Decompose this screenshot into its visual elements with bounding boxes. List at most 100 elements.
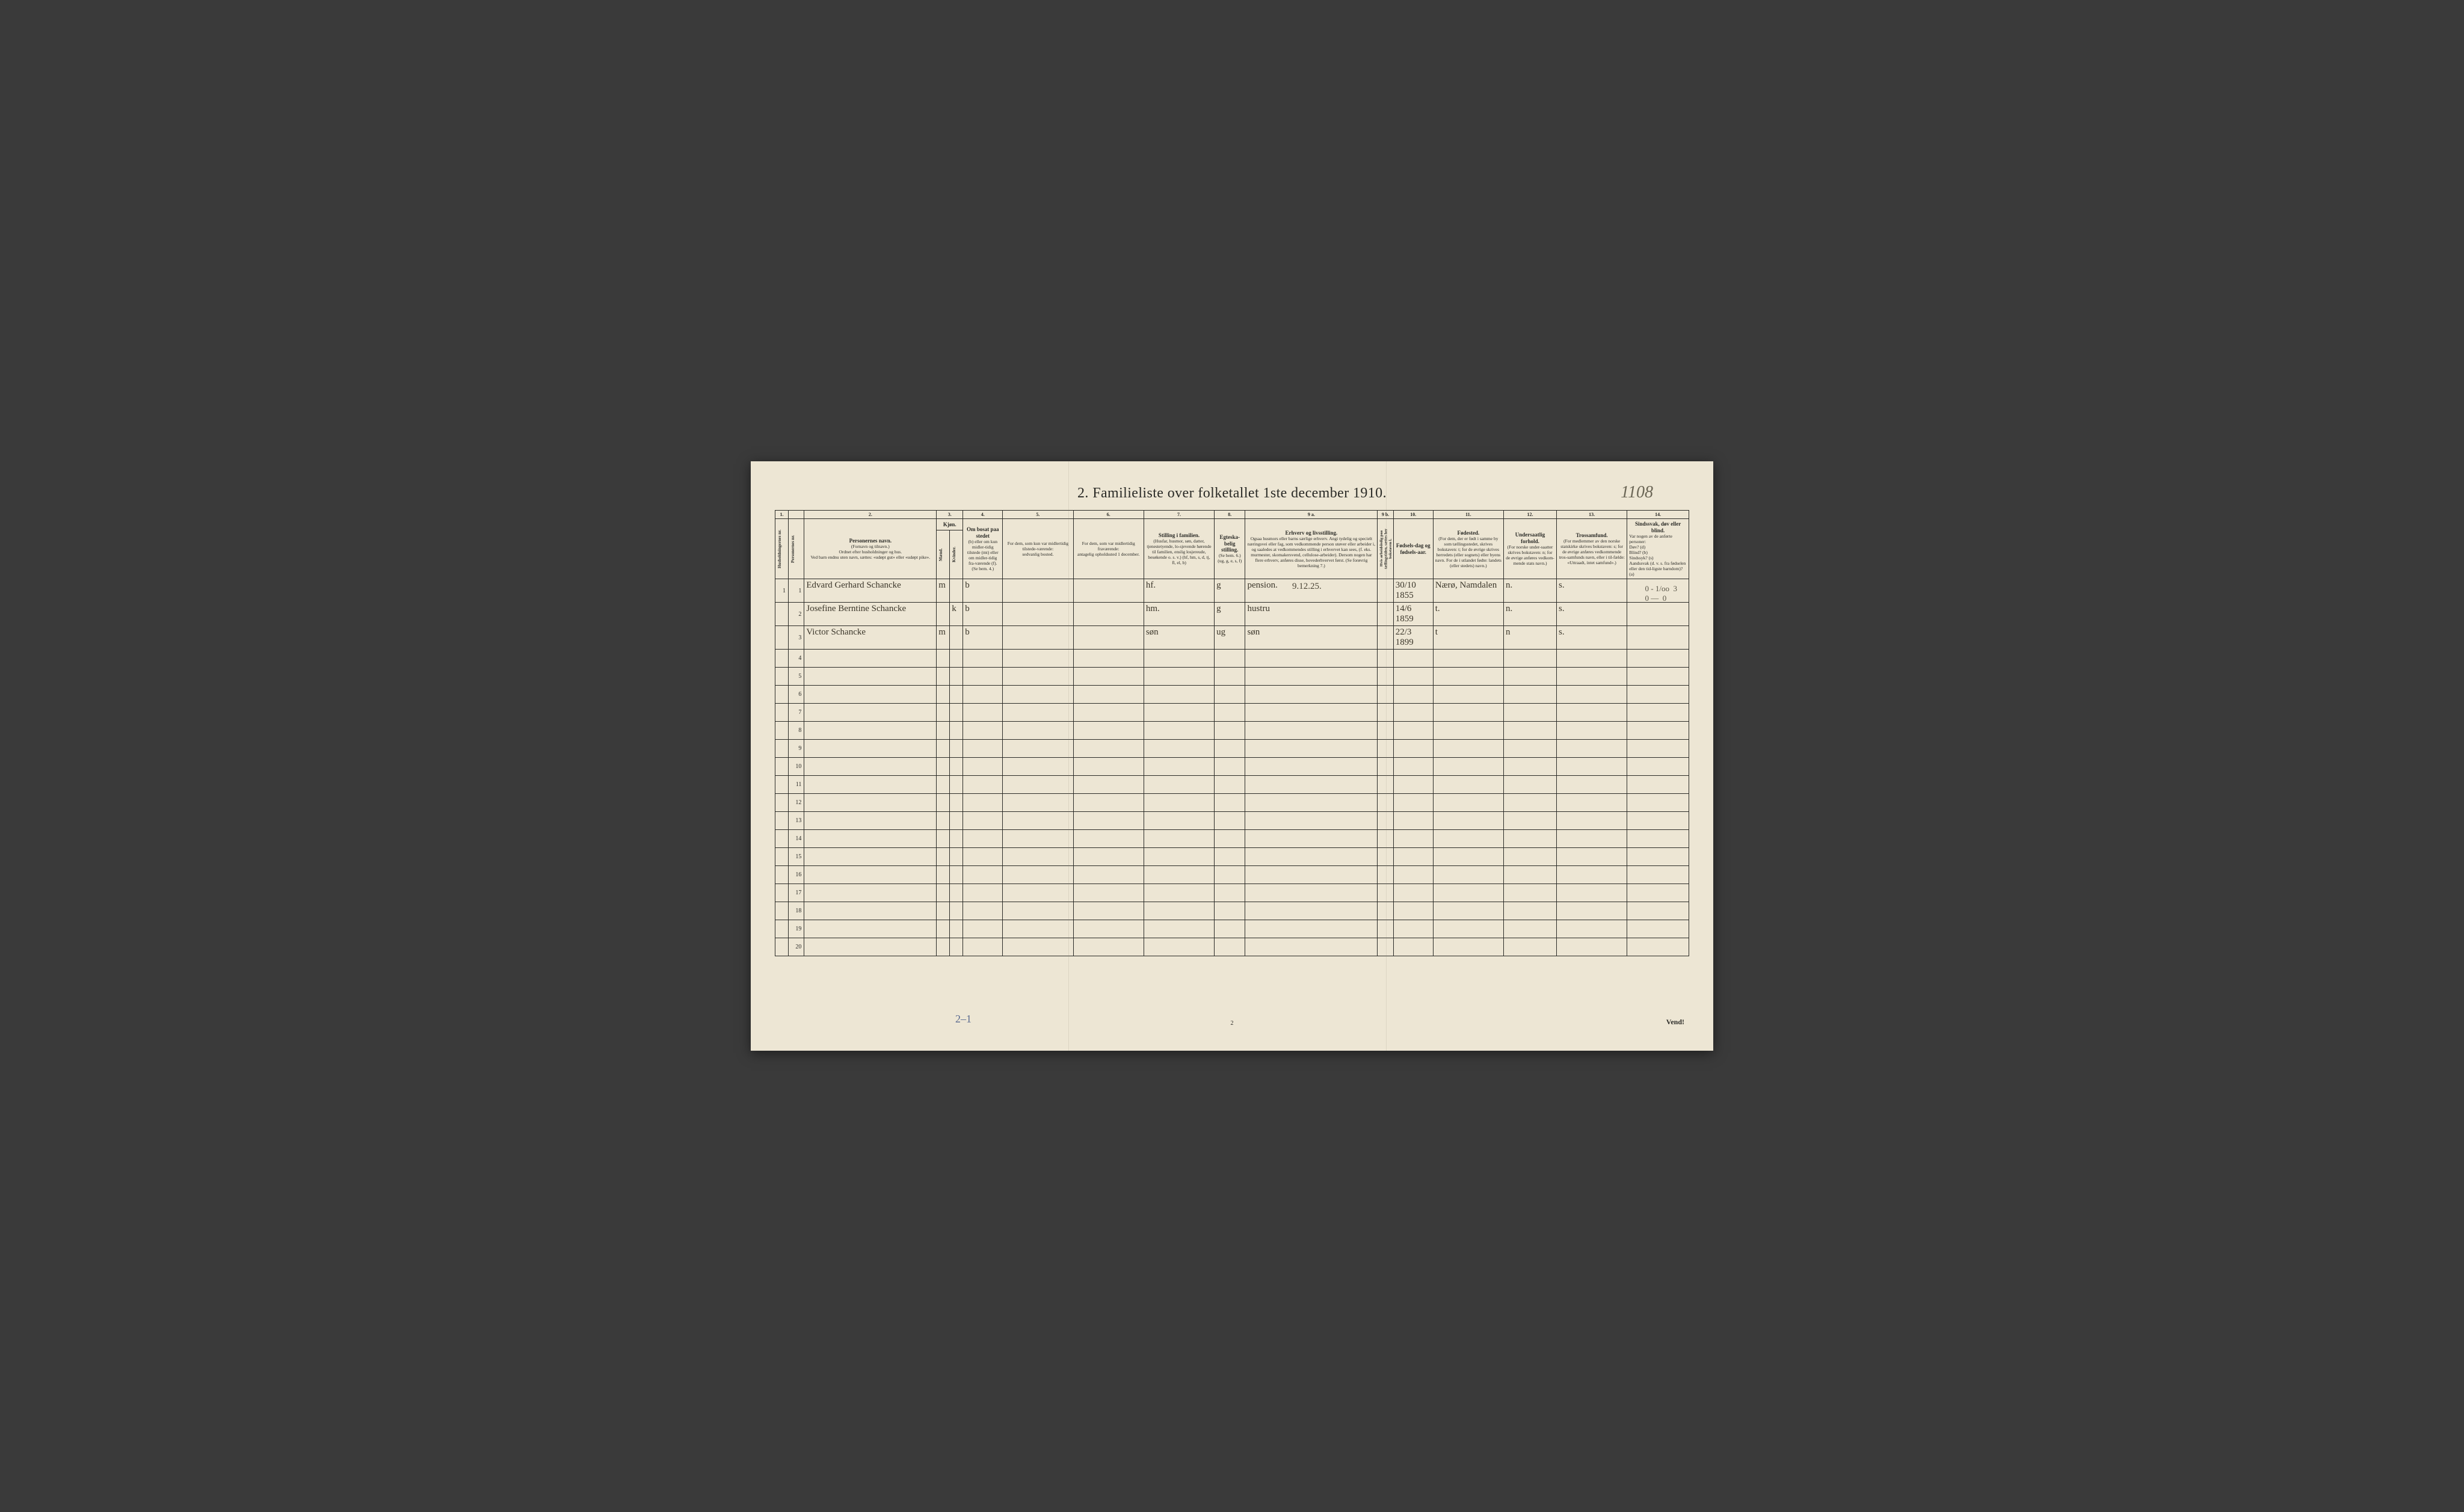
empty-cell (950, 722, 963, 740)
footer-annotation: 2–1 (955, 1013, 972, 1025)
name-cell: Edvard Gerhard Schancke (804, 579, 937, 603)
empty-cell (1003, 884, 1073, 902)
empty-cell (1504, 830, 1557, 848)
empty-cell (1433, 650, 1503, 668)
birthplace: t (1433, 626, 1503, 650)
page-number: 2 (1231, 1020, 1234, 1027)
religion: s. (1556, 626, 1627, 650)
empty-cell (804, 776, 937, 794)
margin-note: 0 - 1/oo 3 0 — 0 (1645, 584, 1677, 603)
empty-cell (963, 794, 1003, 812)
empty-cell (1378, 794, 1393, 812)
colnum: 13. (1556, 511, 1627, 519)
table-row: 4 (775, 650, 1689, 668)
empty-cell (1144, 794, 1214, 812)
empty-cell (1245, 722, 1378, 740)
empty-cell (1073, 686, 1144, 704)
empty-cell (1627, 866, 1689, 884)
empty-cell (937, 758, 950, 776)
empty-cell (1144, 776, 1214, 794)
table-row: 7 (775, 704, 1689, 722)
empty-cell: 13 (788, 812, 804, 830)
empty-cell (937, 866, 950, 884)
empty-cell: 6 (788, 686, 804, 704)
empty-cell (1433, 686, 1503, 704)
nationality: n. (1504, 579, 1557, 603)
hdr-residence: Om bosat paa stedet (b) eller om kun mid… (963, 519, 1003, 579)
empty-cell (1245, 902, 1378, 920)
empty-cell (1504, 740, 1557, 758)
empty-cell (1556, 704, 1627, 722)
residence: b (963, 626, 1003, 650)
empty-cell (1433, 866, 1503, 884)
empty-cell (1144, 902, 1214, 920)
empty-cell (937, 848, 950, 866)
empty-cell (1393, 722, 1433, 740)
empty-cell (1073, 830, 1144, 848)
person-nr: 1 (788, 579, 804, 603)
empty-cell (1215, 920, 1245, 938)
empty-cell (937, 704, 950, 722)
hdr-person-nr: Personernes nr. (788, 519, 804, 579)
colnum: 9 a. (1245, 511, 1378, 519)
empty-cell (804, 758, 937, 776)
empty-cell (1378, 884, 1393, 902)
empty-cell (963, 758, 1003, 776)
empty-cell (1378, 938, 1393, 956)
empty-cell (804, 668, 937, 686)
birthdate: 30/10 1855 (1393, 579, 1433, 603)
empty-cell (1627, 920, 1689, 938)
empty-cell (950, 650, 963, 668)
colnum: 7. (1144, 511, 1214, 519)
empty-cell (1003, 650, 1073, 668)
empty-cell (1245, 758, 1378, 776)
empty-cell (1003, 812, 1073, 830)
empty-cell (1144, 722, 1214, 740)
empty-cell (1215, 776, 1245, 794)
empty-cell (1627, 848, 1689, 866)
colnum: 4. (963, 511, 1003, 519)
empty-cell (963, 668, 1003, 686)
empty-cell (937, 650, 950, 668)
empty-cell (1073, 866, 1144, 884)
disability (1627, 626, 1689, 650)
empty-cell (1556, 938, 1627, 956)
marital: g (1215, 603, 1245, 626)
hdr-unemployed: Hvis arbeidsledig paa tællingstiden, sæt… (1378, 519, 1393, 579)
colnum: 10. (1393, 511, 1433, 519)
name-cell: Victor Schancke (804, 626, 937, 650)
census-table: 1. 2. 3. 4. 5. 6. 7. 8. 9 a. 9 b. 10. 11… (775, 510, 1689, 956)
empty-cell: 14 (788, 830, 804, 848)
empty-cell (1215, 938, 1245, 956)
empty-cell (937, 920, 950, 938)
empty-cell (1245, 650, 1378, 668)
table-row: 9 (775, 740, 1689, 758)
empty-cell (1433, 920, 1503, 938)
empty-cell (1073, 704, 1144, 722)
empty-cell (775, 668, 789, 686)
empty-cell: 15 (788, 848, 804, 866)
empty-cell (1378, 722, 1393, 740)
empty-cell (1504, 848, 1557, 866)
empty-cell (1433, 848, 1503, 866)
empty-cell (1378, 812, 1393, 830)
empty-cell (1378, 848, 1393, 866)
empty-cell (775, 776, 789, 794)
empty-cell (804, 812, 937, 830)
empty-cell (1433, 704, 1503, 722)
household-nr (775, 626, 789, 650)
colnum: 12. (1504, 511, 1557, 519)
empty-cell (950, 920, 963, 938)
empty-cell (1215, 740, 1245, 758)
empty-cell (1393, 668, 1433, 686)
empty-cell (1245, 686, 1378, 704)
empty-cell (950, 938, 963, 956)
empty-cell (1433, 884, 1503, 902)
empty-cell (775, 812, 789, 830)
empty-cell (1556, 794, 1627, 812)
empty-cell (804, 650, 937, 668)
empty-cell (775, 794, 789, 812)
empty-cell: 10 (788, 758, 804, 776)
nationality: n (1504, 626, 1557, 650)
empty-cell (1003, 830, 1073, 848)
